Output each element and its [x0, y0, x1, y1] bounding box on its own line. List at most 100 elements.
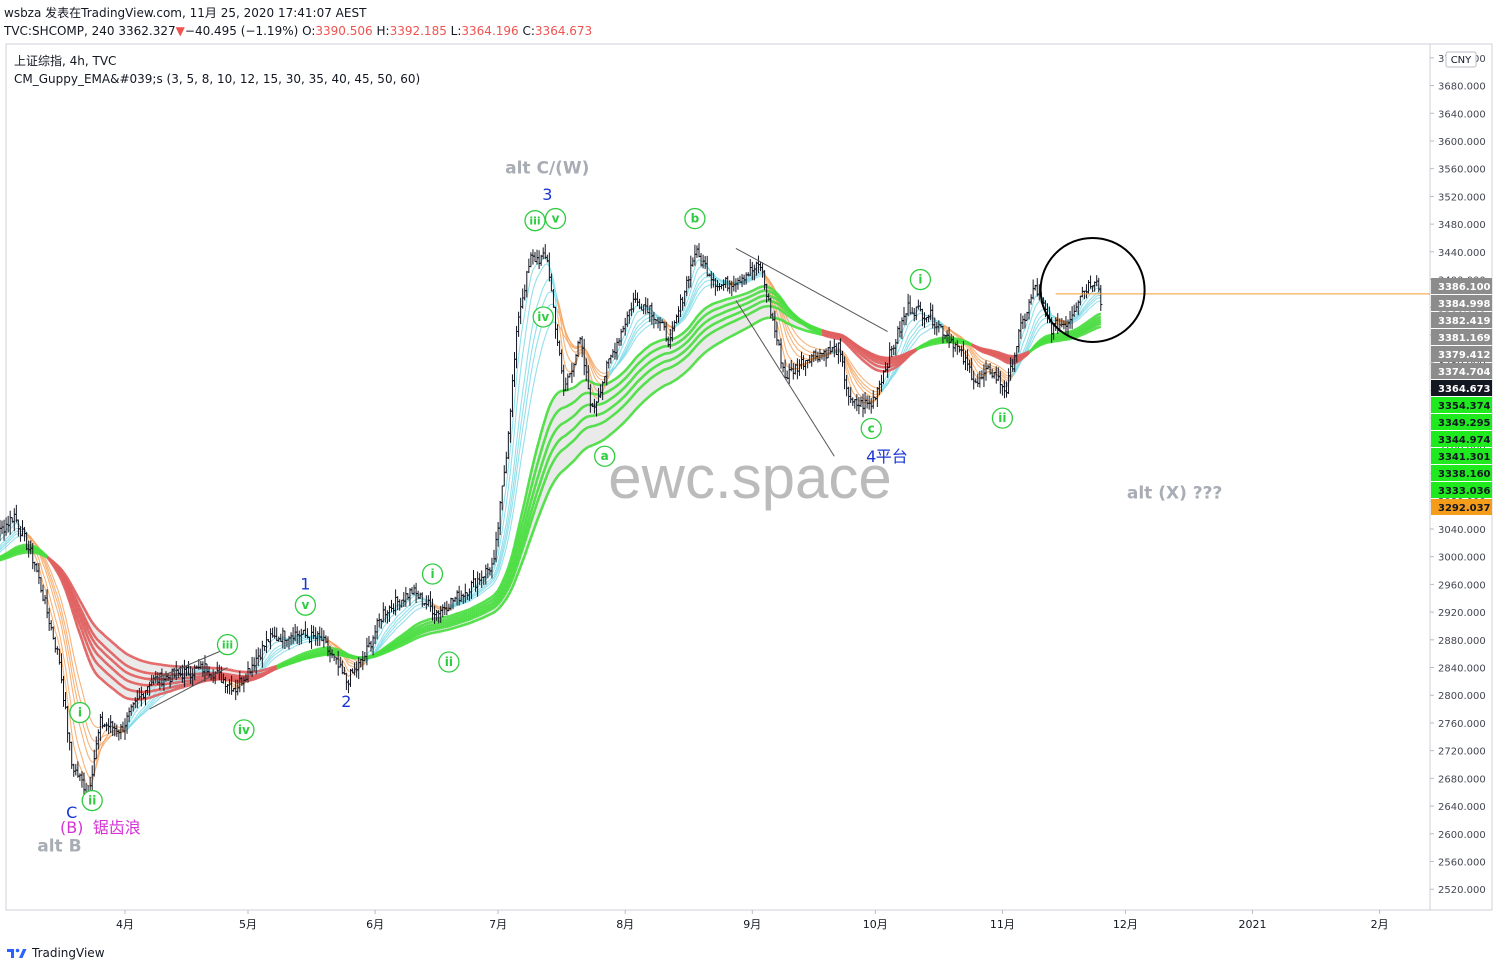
highlight-circle — [1039, 236, 1146, 343]
y-tick-label: 3520.000 — [1438, 192, 1486, 203]
legend-title[interactable]: 上证综指, 4h, TVC — [14, 54, 117, 68]
wave-label: ii — [445, 655, 453, 669]
wave-circle — [294, 594, 317, 616]
wave-circle — [909, 268, 932, 291]
y-tick-label: 3040.000 — [1438, 525, 1486, 536]
close-value: 3364.673 — [534, 24, 593, 38]
price-label-bg — [1431, 295, 1492, 311]
x-tick-label: 4月 — [116, 918, 134, 931]
plot-area — [5, 43, 1431, 911]
price-label-bg — [1431, 380, 1492, 396]
x-tick-label: 8月 — [616, 918, 634, 931]
y-tick-label: 2880.000 — [1438, 636, 1486, 647]
x-tick-label: 11月 — [990, 918, 1015, 931]
price-label-bg — [1431, 278, 1492, 294]
low-label: L: — [450, 24, 462, 38]
price-label: 3374.704 — [1438, 367, 1491, 378]
wave-text: 1 — [300, 574, 310, 593]
wave-text: C — [66, 803, 77, 822]
y-tick-label: 3160.000 — [1438, 442, 1486, 453]
wave-text: 锯齿浪 — [93, 818, 141, 837]
wave-label: iv — [537, 310, 549, 324]
symbol[interactable]: TVC:SHCOMP, 240 — [4, 24, 115, 38]
y-tick-label: 2560.000 — [1438, 858, 1486, 869]
wave-circle — [594, 445, 616, 467]
price-label-bg — [1431, 397, 1492, 413]
high-value: 3392.185 — [389, 24, 447, 38]
wave-label: v — [301, 598, 309, 612]
down-arrow-icon: ▼ — [175, 24, 185, 38]
price-label-bg — [1431, 329, 1492, 345]
wave-text: 平台 — [876, 447, 908, 466]
y-tick-label: 2920.000 — [1438, 608, 1486, 619]
wave-text: 2 — [341, 692, 351, 711]
y-tick-label: 3440.000 — [1438, 248, 1486, 259]
wave-circle — [421, 563, 444, 585]
price-label: 3338.160 — [1438, 469, 1491, 480]
price-label-bg — [1431, 431, 1492, 447]
open-label: O: — [302, 24, 316, 38]
legend-indicator[interactable]: CM_Guppy_EMA&#039;s (3, 5, 8, 10, 12, 15… — [14, 72, 421, 86]
chart-legend[interactable]: 上证综指, 4h, TVC CM_Guppy_EMA&#039;s (3, 5,… — [14, 52, 420, 88]
price-label-bg — [1431, 482, 1492, 498]
y-tick-label: 3600.000 — [1438, 137, 1486, 148]
y-tick-label: 2960.000 — [1438, 580, 1486, 591]
tradingview-logo-icon — [7, 948, 27, 958]
price-label: 3333.036 — [1438, 486, 1491, 497]
ohlc-line: TVC:SHCOMP, 240 3362.327▼−40.495 (−1.19%… — [4, 22, 592, 40]
wave-circle — [81, 789, 103, 812]
price-label-bg — [1431, 465, 1492, 481]
y-tick-label: 2840.000 — [1438, 664, 1486, 675]
wave-text: alt B — [37, 836, 81, 856]
wave-label: ii — [88, 794, 96, 808]
x-tick-label: 2021 — [1239, 918, 1267, 931]
trend-line — [735, 247, 888, 332]
open-value: 3390.506 — [315, 24, 373, 38]
price-label: 3292.037 — [1438, 503, 1491, 514]
x-axis-ticks: 4月 5月 6月 7月 8月 9月 10月 11月 12月 2021 2月 — [116, 910, 1389, 931]
x-tick-label: 5月 — [239, 918, 257, 931]
trend-line — [149, 647, 228, 682]
candles — [0, 243, 1103, 800]
low-value: 3364.196 — [461, 24, 519, 38]
wave-circle — [69, 701, 91, 724]
price-label: 3364.673 — [1438, 384, 1491, 395]
y-tick-label: 3000.000 — [1438, 553, 1486, 564]
y-tick-label: 2520.000 — [1438, 885, 1486, 896]
wave-text: 3 — [542, 185, 552, 204]
chart-header: wsbza 发表在TradingView.com, 11月 25, 2020 1… — [4, 4, 592, 40]
wave-label: v — [552, 212, 560, 226]
brand-name: TradingView — [32, 946, 105, 960]
wave-label: iii — [222, 639, 233, 652]
wave-label: iii — [529, 215, 540, 228]
price-labels: 3386.100 3384.998 3382.419 3381.169 3379.412… — [1431, 278, 1492, 515]
wave-label: i — [78, 706, 82, 720]
high-label: H: — [376, 24, 390, 38]
currency-badge[interactable]: CNY — [1445, 51, 1477, 68]
price-label: 3341.301 — [1438, 452, 1491, 463]
price-label: 3382.419 — [1438, 316, 1491, 327]
x-tick-label: 12月 — [1113, 918, 1138, 931]
wave-circle — [438, 651, 460, 673]
wave-label: i — [918, 273, 922, 287]
wave-label: ii — [998, 411, 1006, 425]
publish-line: wsbza 发表在TradingView.com, 11月 25, 2020 1… — [4, 6, 367, 20]
price-label-bg — [1431, 312, 1492, 328]
wave-label: c — [868, 422, 875, 436]
last-price: 3362.327 — [118, 24, 176, 38]
wave-label: b — [691, 212, 700, 226]
y-tick-label: 2600.000 — [1438, 830, 1486, 841]
price-change: −40.495 (−1.19%) — [184, 24, 299, 38]
price-label-bg — [1431, 499, 1492, 515]
wave-text: alt (X) ??? — [1127, 484, 1223, 504]
wave-text: 4 — [866, 447, 876, 466]
currency-label: CNY — [1451, 55, 1472, 66]
wave-circle — [991, 407, 1014, 429]
price-label-bg — [1431, 363, 1492, 379]
footer[interactable]: TradingView — [6, 946, 105, 960]
price-label-bg — [1431, 346, 1492, 362]
y-tick-label: 2720.000 — [1438, 747, 1486, 758]
trend-line — [149, 667, 228, 710]
